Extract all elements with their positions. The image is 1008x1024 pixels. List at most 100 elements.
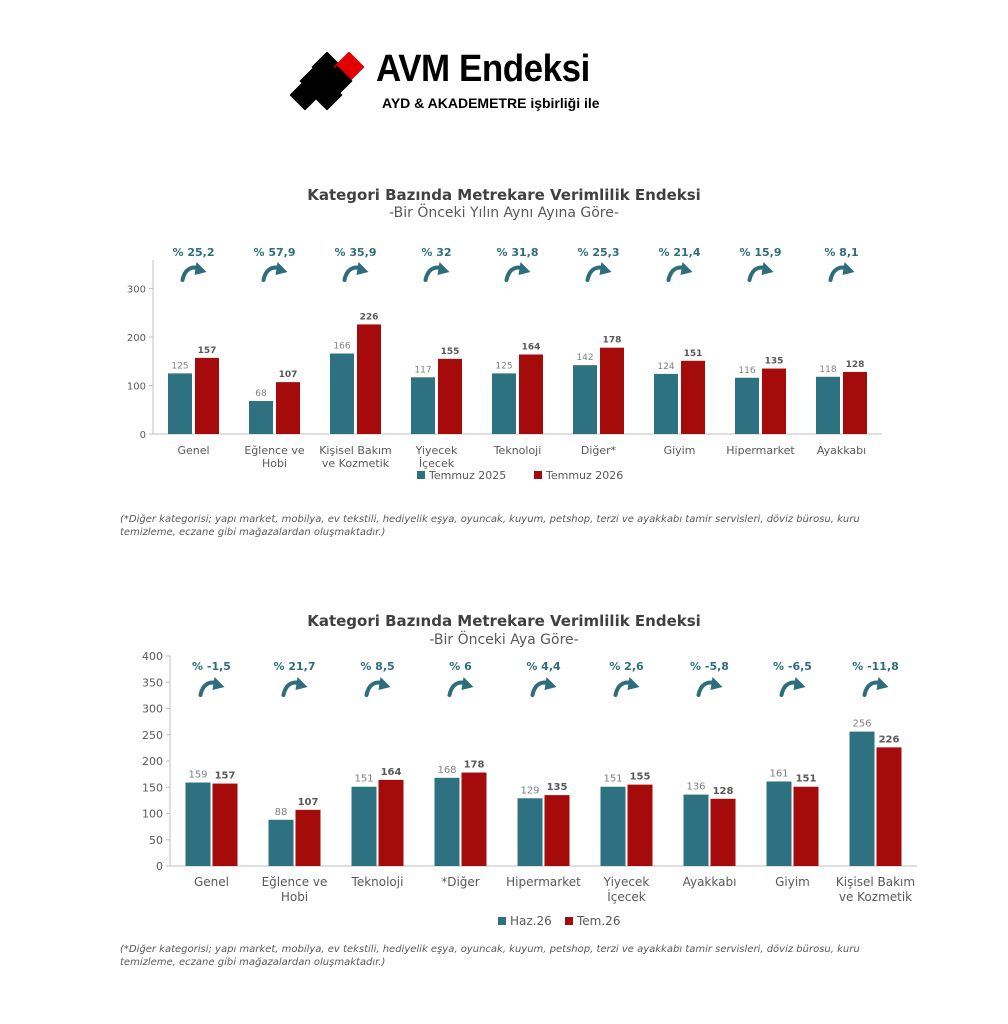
legend-swatch bbox=[498, 917, 506, 925]
arrow-head-icon bbox=[518, 262, 531, 275]
bar bbox=[185, 782, 211, 866]
chart2-bar-chart: 0 50 100 150 200 250 300 350 400 159 157 Genel % -1,… bbox=[142, 650, 917, 928]
category-label: Hipermarket bbox=[506, 875, 581, 889]
bar-value-label: 168 bbox=[437, 765, 456, 776]
bar-value-label: 256 bbox=[852, 719, 871, 730]
arrow-head-icon bbox=[842, 262, 855, 275]
arrow-head-icon bbox=[544, 677, 557, 690]
change-percent-label: % 25,2 bbox=[173, 246, 215, 259]
bar-value-label: 118 bbox=[819, 365, 836, 375]
y-tick-label: 100 bbox=[127, 382, 146, 393]
bar bbox=[681, 360, 705, 434]
category-label: Hipermarket bbox=[726, 444, 795, 457]
bar bbox=[357, 324, 381, 434]
bar-value-label: 151 bbox=[603, 774, 622, 785]
change-percent-label: % 35,9 bbox=[335, 246, 377, 259]
bar-value-label: 164 bbox=[522, 342, 541, 352]
y-tick-label: 100 bbox=[142, 808, 163, 821]
y-tick-label: 400 bbox=[142, 650, 163, 663]
bar bbox=[654, 373, 678, 434]
change-percent-label: % 32 bbox=[421, 246, 451, 259]
arrow-head-icon bbox=[876, 677, 889, 690]
change-percent-label: % 21,7 bbox=[274, 660, 316, 673]
change-percent-label: % 8,1 bbox=[824, 246, 858, 259]
category-label: Ayakkabı bbox=[817, 444, 866, 457]
bar-value-label: 68 bbox=[255, 389, 267, 399]
category-label: Genel bbox=[194, 875, 229, 889]
category-label: Genel bbox=[177, 444, 209, 457]
bar-value-label: 128 bbox=[846, 360, 865, 370]
bar-value-label: 107 bbox=[279, 370, 298, 380]
bar-value-label: 129 bbox=[520, 785, 539, 796]
bar bbox=[212, 783, 238, 866]
y-tick-label: 50 bbox=[149, 834, 163, 847]
bar bbox=[876, 747, 902, 866]
legend-swatch bbox=[565, 917, 573, 925]
y-tick-label: 0 bbox=[156, 860, 163, 873]
change-percent-label: % -5,8 bbox=[690, 660, 729, 673]
bar bbox=[683, 794, 709, 866]
category-label: Giyim bbox=[664, 444, 696, 457]
diamond-logo-icon bbox=[290, 52, 365, 111]
avm-endeksi-logo: AVM Endeksi AYD & AKADEMETRE işbirliği i… bbox=[290, 44, 650, 124]
change-percent-label: % 15,9 bbox=[740, 246, 782, 259]
change-percent-label: % 2,6 bbox=[609, 660, 644, 673]
change-percent-label: % 6 bbox=[449, 660, 472, 673]
bar bbox=[378, 779, 404, 866]
bar-value-label: 151 bbox=[354, 774, 373, 785]
bar-value-label: 107 bbox=[298, 797, 319, 808]
category-label: Ayakkabı bbox=[683, 875, 737, 889]
bar-value-label: 125 bbox=[495, 361, 512, 371]
arrow-head-icon bbox=[194, 262, 207, 275]
arrow-head-icon bbox=[761, 262, 774, 275]
category-label: Diğer* bbox=[581, 444, 617, 457]
bar bbox=[249, 401, 273, 434]
bar-value-label: 124 bbox=[657, 362, 674, 372]
change-percent-label: % -1,5 bbox=[192, 660, 231, 673]
arrow-head-icon bbox=[627, 677, 640, 690]
y-tick-label: 150 bbox=[142, 781, 163, 794]
bar-value-label: 157 bbox=[198, 346, 217, 356]
bar bbox=[168, 373, 192, 434]
bar-value-label: 178 bbox=[464, 760, 485, 771]
category-label: Yiyecek bbox=[603, 875, 650, 889]
bar bbox=[544, 795, 570, 866]
category-label: Yiyecek bbox=[415, 444, 458, 457]
category-label: Kişisel Bakım bbox=[836, 875, 915, 889]
bar-value-label: 164 bbox=[381, 767, 402, 778]
category-label: Eğlence ve bbox=[244, 444, 305, 457]
bar bbox=[849, 731, 875, 866]
bar bbox=[492, 373, 516, 434]
change-percent-label: % 25,3 bbox=[578, 246, 620, 259]
legend-label: Haz.26 bbox=[510, 914, 552, 928]
bar bbox=[195, 357, 219, 434]
bar bbox=[600, 786, 626, 866]
bar bbox=[766, 781, 792, 866]
category-label: Teknoloji bbox=[493, 444, 542, 457]
bar-value-label: 88 bbox=[275, 807, 288, 818]
arrow-head-icon bbox=[378, 677, 391, 690]
bar-value-label: 142 bbox=[576, 353, 593, 363]
bar bbox=[330, 353, 354, 434]
chart2-title: Kategori Bazında Metrekare Verimlilik En… bbox=[307, 612, 701, 630]
bar bbox=[600, 347, 624, 434]
bar bbox=[573, 365, 597, 434]
change-percent-label: % 8,5 bbox=[360, 660, 394, 673]
bar bbox=[461, 772, 487, 866]
arrow-head-icon bbox=[437, 262, 450, 275]
bar bbox=[268, 819, 294, 866]
bar bbox=[627, 784, 653, 866]
bar bbox=[793, 786, 819, 866]
category-label: Hobi bbox=[262, 457, 287, 470]
bar-value-label: 159 bbox=[188, 770, 207, 781]
category-label: Giyim bbox=[775, 875, 810, 889]
arrow-head-icon bbox=[212, 677, 225, 690]
category-label: İçecek bbox=[419, 457, 455, 470]
bar bbox=[816, 376, 840, 434]
y-tick-label: 350 bbox=[142, 676, 163, 689]
bar bbox=[438, 358, 462, 434]
bar bbox=[411, 377, 435, 434]
bar bbox=[843, 371, 867, 434]
chart1-footnote: (*Diğer kategorisi; yapı market, mobilya… bbox=[120, 514, 860, 538]
change-percent-label: % 21,4 bbox=[659, 246, 701, 259]
